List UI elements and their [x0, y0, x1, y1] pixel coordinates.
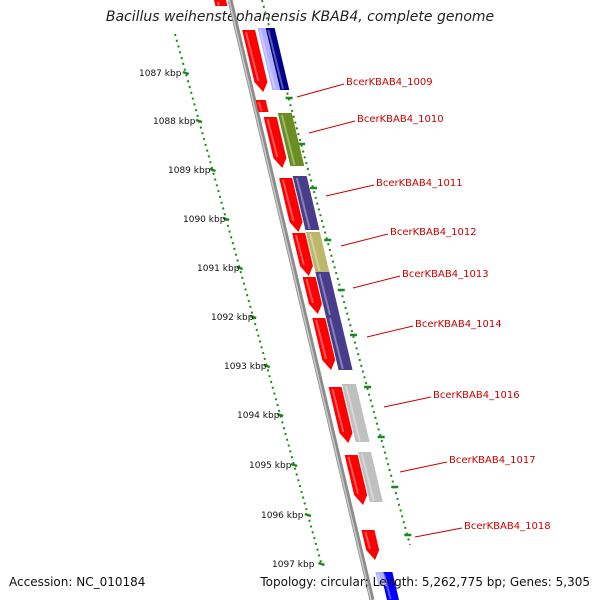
gene-gray-shine: [360, 453, 375, 502]
gene-label: BcerKBAB4_1016: [433, 390, 520, 401]
gene-gray-shine: [345, 385, 361, 442]
kbp-label: 1093 kbp: [224, 362, 267, 372]
kbp-label: 1096 kbp: [261, 511, 304, 521]
kbp-tick: [222, 216, 230, 222]
label-leader-line: [325, 184, 375, 197]
gene-arrow: [263, 117, 287, 168]
kbp-tick: [290, 462, 298, 468]
gene-slate: [325, 316, 353, 370]
gene-lavender: [257, 28, 281, 90]
kbp-tick: [195, 118, 203, 124]
label-leaders: [296, 83, 463, 538]
label-leader-line: [366, 325, 414, 338]
kbp-label: 1091 kbp: [197, 264, 240, 274]
accession-text: Accession: NC_010184: [9, 575, 146, 589]
kbp-tick: [304, 512, 312, 518]
gene-features: [214, 0, 399, 600]
gene-arrow: [292, 233, 313, 276]
gene-blue-shine: [383, 573, 392, 600]
gene-label: BcerKBAB4_1013: [402, 269, 489, 280]
gene-khaki-shine: [309, 233, 321, 272]
gene-lavender: [375, 572, 387, 586]
gene-label: BcerKBAB4_1012: [390, 227, 477, 238]
gene-slate-shine: [295, 177, 311, 230]
gene-arrow: [242, 30, 268, 92]
gene-arrow: [328, 387, 353, 443]
kbp-label: 1090 kbp: [183, 215, 226, 225]
kbp-tick: [249, 314, 257, 320]
label-leader-line: [340, 233, 389, 247]
kbp-label: 1088 kbp: [153, 117, 196, 127]
gene-label: BcerKBAB4_1018: [464, 521, 551, 532]
label-leader-line: [296, 83, 345, 98]
kbp-labels: 1087 kbp 1088 kbp 1089 kbp 1090 kbp 1091 kbp…: [139, 69, 315, 570]
gene-label: BcerKBAB4_1017: [449, 455, 536, 466]
gene-gray: [357, 452, 383, 502]
gene-arrow-shine: [315, 319, 328, 360]
gene-olive: [277, 113, 305, 166]
label-leader-line: [352, 275, 401, 289]
gene-arrow-shine: [305, 278, 314, 304]
gene-khaki: [305, 232, 330, 272]
map-title: Bacillus weihenstephanensis KBAB4, compl…: [105, 9, 495, 25]
kbp-label: 1092 kbp: [211, 313, 254, 323]
inner-dotted-track: [261, 0, 411, 546]
kbp-label: 1094 kbp: [237, 411, 280, 421]
backbone-highlight: [228, 0, 372, 600]
kbp-tick: [236, 265, 244, 271]
gene-arrow-shine: [266, 118, 279, 158]
gene-lavender-shine: [259, 29, 276, 90]
gene-label: BcerKBAB4_1009: [346, 77, 433, 88]
gene-slate-shine: [329, 317, 344, 370]
label-leader-line: [383, 396, 432, 408]
label-leader-line: [399, 461, 448, 473]
gene-arrow: [361, 530, 380, 560]
gene-lavender-shine: [376, 573, 383, 586]
outer-dotted-track: [174, 33, 323, 567]
gene-labels: BcerKBAB4_1009 BcerKBAB4_1010 BcerKBAB4_10…: [346, 77, 551, 532]
gene-arrow: [312, 318, 336, 370]
kbp-tick: [276, 412, 284, 418]
gene-arrow-shine: [245, 31, 260, 82]
gene-label: BcerKBAB4_1010: [357, 114, 444, 125]
gene-arrow-shine: [282, 179, 295, 222]
kbp-ticks: [182, 70, 325, 567]
gene-label: BcerKBAB4_1014: [415, 319, 502, 330]
label-leader-line: [308, 120, 356, 134]
gene-slate: [315, 272, 340, 316]
gene-arrow: [279, 178, 303, 232]
backbone-line: [227, 0, 375, 600]
gene-slate-shine: [318, 273, 331, 316]
kbp-label: 1095 kbp: [249, 461, 292, 471]
gene-fragment: [214, 0, 228, 6]
kbp-tick: [263, 363, 271, 369]
gene-fragment: [255, 100, 269, 112]
gene-label: BcerKBAB4_1011: [376, 178, 463, 189]
kbp-tick: [209, 167, 216, 173]
gene-fragment-shine: [216, 1, 220, 6]
gene-arrow-shine: [347, 456, 360, 495]
kbp-label: 1087 kbp: [139, 69, 182, 79]
kbp-tick: [318, 561, 325, 567]
kbp-label: 1089 kbp: [168, 166, 211, 176]
gene-arrow-shine: [364, 531, 372, 550]
label-leader-line: [414, 527, 463, 538]
gene-slate: [292, 176, 320, 230]
kbp-tick: [182, 70, 190, 76]
topology-text: Topology: circular; Length: 5,262,775 bp…: [260, 575, 590, 589]
gene-navy-shine: [267, 29, 284, 90]
gene-arrow: [344, 455, 368, 505]
gene-navy: [265, 28, 290, 90]
gene-arrow: [302, 277, 322, 314]
gene-arrow-shine: [295, 234, 305, 266]
kbp-label: 1097 kbp: [272, 560, 315, 570]
gene-olive-shine: [280, 114, 296, 166]
gene-arrow-shine: [331, 388, 345, 433]
gene-fragment-shine: [257, 101, 263, 112]
gene-gray: [341, 384, 370, 442]
